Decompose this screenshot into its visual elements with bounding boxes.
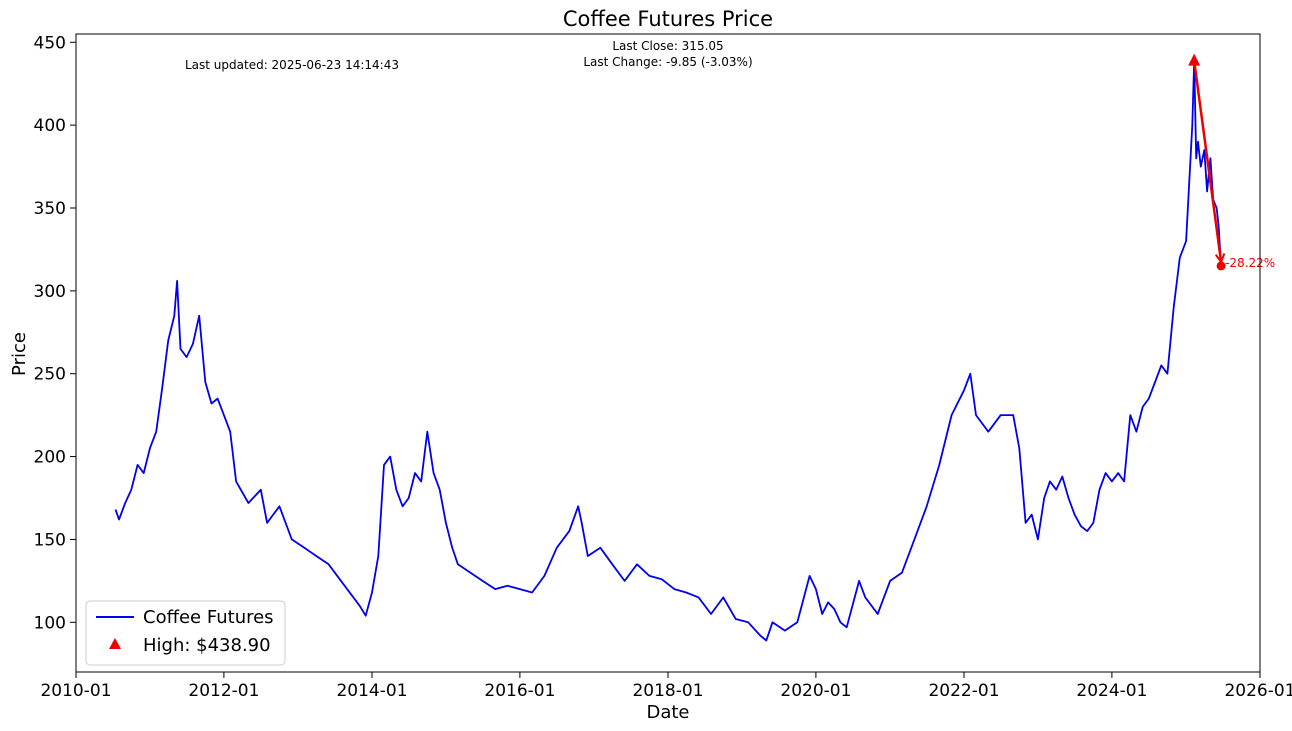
y-tick-label: 100 xyxy=(34,613,66,633)
last-close-annotation: Last Close: 315.05 xyxy=(612,39,723,53)
marker-layer: -28.22% xyxy=(1188,53,1275,271)
y-tick-label: 150 xyxy=(34,530,66,550)
y-tick-label: 450 xyxy=(34,33,66,53)
high-marker-triangle xyxy=(1188,53,1201,66)
x-tick-label: 2012-01 xyxy=(188,681,259,701)
x-tick-label: 2024-01 xyxy=(1076,681,1147,701)
x-tick-label: 2022-01 xyxy=(928,681,999,701)
x-axis-label: Date xyxy=(646,702,689,723)
y-axis-label: Price xyxy=(9,332,30,376)
y-axis-ticks: 100 150 200 250 300 350 400 450 xyxy=(34,33,76,633)
x-axis-ticks: 2010-01 2012-01 2014-01 2016-01 2018-01 2020-… xyxy=(40,672,1292,701)
last-close-marker xyxy=(1216,261,1226,271)
chart-title: Coffee Futures Price xyxy=(563,7,773,31)
change-arrow-line xyxy=(1192,60,1223,263)
legend-triangle-swatch xyxy=(109,638,121,649)
y-tick-label: 350 xyxy=(34,199,66,219)
last-change-annotation: Last Change: -9.85 (-3.03%) xyxy=(583,55,752,69)
series-line-coffee-futures xyxy=(114,59,1222,642)
x-tick-label: 2016-01 xyxy=(484,681,555,701)
x-tick-label: 2020-01 xyxy=(780,681,851,701)
y-tick-label: 200 xyxy=(34,448,66,468)
last-updated-annotation: Last updated: 2025-06-23 14:14:43 xyxy=(185,58,399,72)
x-tick-label: 2026-01 xyxy=(1224,681,1292,701)
y-tick-label: 250 xyxy=(34,365,66,385)
y-tick-label: 400 xyxy=(34,116,66,136)
legend: Coffee Futures High: $438.90 xyxy=(85,600,286,666)
y-tick-label: 300 xyxy=(34,282,66,302)
x-tick-label: 2010-01 xyxy=(40,681,111,701)
plot-frame xyxy=(75,33,1261,673)
change-percent-label: -28.22% xyxy=(1225,256,1275,270)
legend-box xyxy=(85,600,286,666)
x-tick-label: 2014-01 xyxy=(336,681,407,701)
x-tick-label: 2018-01 xyxy=(632,681,703,701)
series-layer xyxy=(114,59,1222,642)
legend-label-high: High: $438.90 xyxy=(143,635,271,656)
legend-label-series: Coffee Futures xyxy=(143,607,274,628)
